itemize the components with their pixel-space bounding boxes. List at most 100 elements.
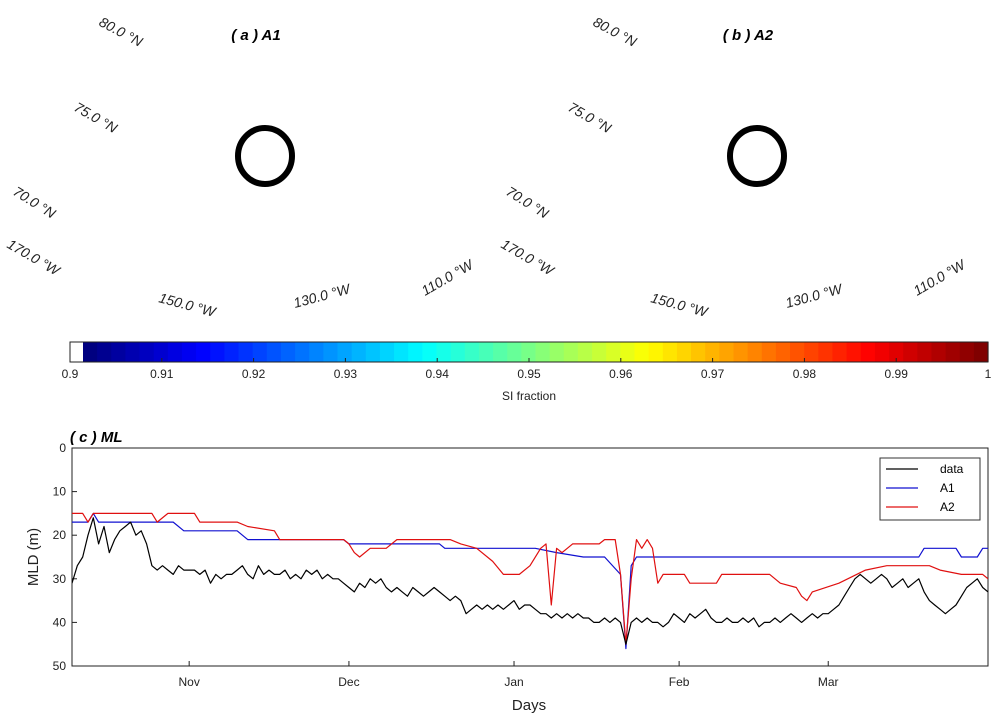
map-a-lon-170: 170.0 °W xyxy=(5,236,65,280)
colorbar-tick-label: 0.96 xyxy=(609,367,633,381)
colorbar-cell xyxy=(733,342,749,362)
map-a-lat-70: 70.0 °N xyxy=(10,183,59,222)
colorbar-tick-label: 0.92 xyxy=(242,367,266,381)
colorbar-cell xyxy=(224,342,240,362)
colorbar-gradient xyxy=(70,342,989,362)
colorbar-cell xyxy=(97,342,112,362)
map-b-lat-80: 80.0 °N xyxy=(591,14,641,51)
map-a-circle-marker xyxy=(235,125,295,187)
colorbar-cell xyxy=(238,342,254,362)
map-b-lon-170: 170.0 °W xyxy=(499,236,559,280)
colorbar-cell xyxy=(874,342,890,362)
colorbar-cell xyxy=(266,342,282,362)
map-a-lat-80: 80.0 °N xyxy=(97,14,147,51)
colorbar-cell xyxy=(577,342,593,362)
colorbar: 0.9 0.91 0.92 0.93 0.94 0.95 0.96 0.97 0.98 0.99 1… xyxy=(62,341,991,403)
x-tick-label: Mar xyxy=(818,675,839,689)
map-panel-b: ( b ) A2 80.0 °N 75.0 °N 70.0 °N 170.0 °… xyxy=(499,14,970,321)
colorbar-label: SI fraction xyxy=(502,389,556,403)
colorbar-cell xyxy=(196,342,211,362)
colorbar-cell xyxy=(394,342,409,362)
colorbar-cell xyxy=(252,342,268,362)
legend-box xyxy=(879,457,981,521)
legend-label-a1: A1 xyxy=(940,481,955,495)
line-chart: ( c ) ML 0 10 20 30 40 50 Nov Dec Jan Feb Mar Days… xyxy=(25,429,989,714)
map-b-circle-marker xyxy=(727,125,787,187)
y-tick-label: 40 xyxy=(53,615,67,629)
colorbar-cell xyxy=(111,342,127,362)
colorbar-cell xyxy=(959,342,975,362)
colorbar-cell xyxy=(365,342,381,362)
colorbar-cell xyxy=(889,342,904,362)
colorbar-tick-label: 1 xyxy=(985,367,991,381)
colorbar-cell xyxy=(860,342,876,362)
series-line-data xyxy=(72,517,988,645)
colorbar-cell xyxy=(620,342,636,362)
colorbar-cell xyxy=(775,342,791,362)
map-b-lon-130: 130.0 °W xyxy=(784,280,846,311)
colorbar-cell xyxy=(563,342,579,362)
colorbar-cell xyxy=(181,342,197,362)
series-line-a2 xyxy=(72,512,988,645)
colorbar-tick-label: 0.94 xyxy=(426,367,450,381)
colorbar-cell xyxy=(931,342,947,362)
colorbar-cell xyxy=(83,342,98,362)
map-panel-a: ( a ) A1 80.0 °N 75.0 °N 70.0 °N 170.0 °… xyxy=(5,14,478,321)
chart-ylabel: MLD (m) xyxy=(25,528,42,586)
colorbar-cell xyxy=(351,342,367,362)
colorbar-cell xyxy=(903,342,918,362)
colorbar-cell xyxy=(945,342,961,362)
colorbar-cell xyxy=(450,342,466,362)
colorbar-tick-label: 0.91 xyxy=(150,367,174,381)
x-tick-label: Feb xyxy=(669,675,690,689)
chart-legend: data A1 A2 xyxy=(879,457,981,521)
map-b-lon-110: 110.0 °W xyxy=(911,255,970,298)
colorbar-cell xyxy=(478,342,494,362)
chart-series-lines xyxy=(72,512,988,650)
legend-label-a2: A2 xyxy=(940,500,955,514)
colorbar-cell xyxy=(422,342,438,362)
colorbar-cell xyxy=(676,342,692,362)
y-tick-label: 30 xyxy=(53,572,67,586)
colorbar-cell xyxy=(648,342,664,362)
y-tick-label: 10 xyxy=(53,485,67,499)
colorbar-cell xyxy=(379,342,395,362)
colorbar-cell xyxy=(464,342,480,362)
map-a-title: ( a ) A1 xyxy=(231,27,280,44)
legend-label-data: data xyxy=(940,462,964,476)
colorbar-cell xyxy=(846,342,862,362)
y-tick-label: 20 xyxy=(53,528,67,542)
x-tick-label: Dec xyxy=(338,675,359,689)
colorbar-cell xyxy=(747,342,763,362)
map-a-lat-75: 75.0 °N xyxy=(72,99,121,137)
colorbar-cell xyxy=(832,342,848,362)
colorbar-cell-white xyxy=(70,342,83,362)
colorbar-cell xyxy=(295,342,310,362)
colorbar-cell xyxy=(309,342,324,362)
y-tick-label: 50 xyxy=(53,659,67,673)
map-a-lon-150: 150.0 °W xyxy=(157,289,219,320)
colorbar-cell xyxy=(337,342,353,362)
colorbar-cell xyxy=(790,342,805,362)
colorbar-cell xyxy=(719,342,735,362)
colorbar-cell xyxy=(691,342,706,362)
map-b-lat-75: 75.0 °N xyxy=(566,99,615,137)
colorbar-cell xyxy=(153,342,169,362)
colorbar-cell xyxy=(549,342,565,362)
colorbar-cell xyxy=(592,342,607,362)
colorbar-cell xyxy=(210,342,226,362)
colorbar-tick-label: 0.9 xyxy=(62,367,79,381)
colorbar-cell xyxy=(973,342,989,362)
colorbar-tick-label: 0.95 xyxy=(517,367,541,381)
x-tick-label: Jan xyxy=(504,675,523,689)
map-a-lon-110: 110.0 °W xyxy=(419,255,478,298)
x-tick-label: Nov xyxy=(178,675,199,689)
colorbar-cell xyxy=(606,342,621,362)
colorbar-tick-label: 0.99 xyxy=(885,367,909,381)
colorbar-ticks: 0.9 0.91 0.92 0.93 0.94 0.95 0.96 0.97 0.98 0.99 1 xyxy=(62,358,991,381)
colorbar-cell xyxy=(139,342,155,362)
map-b-lon-150: 150.0 °W xyxy=(649,289,711,320)
colorbar-tick-label: 0.97 xyxy=(701,367,725,381)
colorbar-cell xyxy=(818,342,834,362)
